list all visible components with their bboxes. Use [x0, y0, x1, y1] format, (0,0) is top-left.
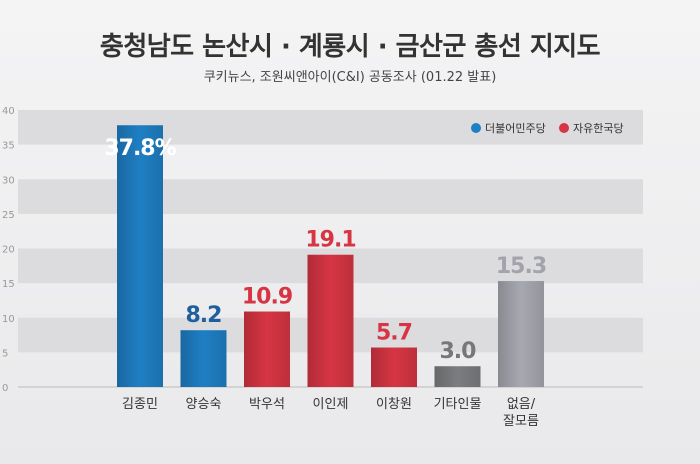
grid-band [18, 179, 643, 214]
bar-value-label: 10.9 [242, 285, 292, 310]
y-tick-label: 20 [2, 245, 15, 256]
bar [244, 311, 290, 387]
y-tick-label: 35 [2, 141, 15, 152]
bar-value-label: 37.8% [104, 136, 176, 161]
y-tick-label: 0 [2, 383, 8, 394]
bar [117, 125, 163, 388]
y-tick-label: 10 [2, 314, 15, 325]
y-tick-label: 30 [2, 175, 15, 186]
category-label: 이인제 [313, 397, 349, 412]
bar-value-label: 8.2 [186, 303, 222, 328]
bar [498, 281, 544, 387]
category-label: 없음/ [507, 397, 536, 412]
bar [371, 347, 417, 387]
y-tick-label: 25 [2, 210, 15, 221]
legend-label: 자유한국당 [573, 122, 624, 135]
chart-title: 충청남도 논산시 · 계룡시 · 금산군 총선 지지도 [99, 32, 601, 62]
bar [180, 330, 227, 387]
bar-value-label: 5.7 [376, 321, 412, 346]
category-label: 기타인물 [434, 397, 482, 412]
y-tick-label: 15 [2, 279, 15, 290]
y-tick-label: 5 [2, 348, 8, 359]
legend-marker [471, 123, 481, 133]
y-tick-label: 40 [2, 106, 15, 117]
category-label: 양승숙 [186, 397, 222, 412]
bar-value-label: 19.1 [305, 228, 355, 253]
category-label: 박우석 [249, 397, 285, 412]
legend-label: 더불어민주당 [485, 122, 546, 135]
category-label: 이창원 [376, 397, 412, 412]
bar-value-label: 15.3 [496, 254, 546, 279]
chart-subtitle: 쿠키뉴스, 조원씨앤아이(C&I) 공동조사 (01.22 발표) [203, 70, 497, 85]
bar [434, 366, 481, 387]
bar-value-label: 3.0 [440, 339, 477, 364]
category-label: 잘모름 [503, 414, 539, 429]
category-label: 김종민 [122, 397, 158, 412]
legend-marker [559, 123, 569, 133]
bar [307, 254, 354, 387]
